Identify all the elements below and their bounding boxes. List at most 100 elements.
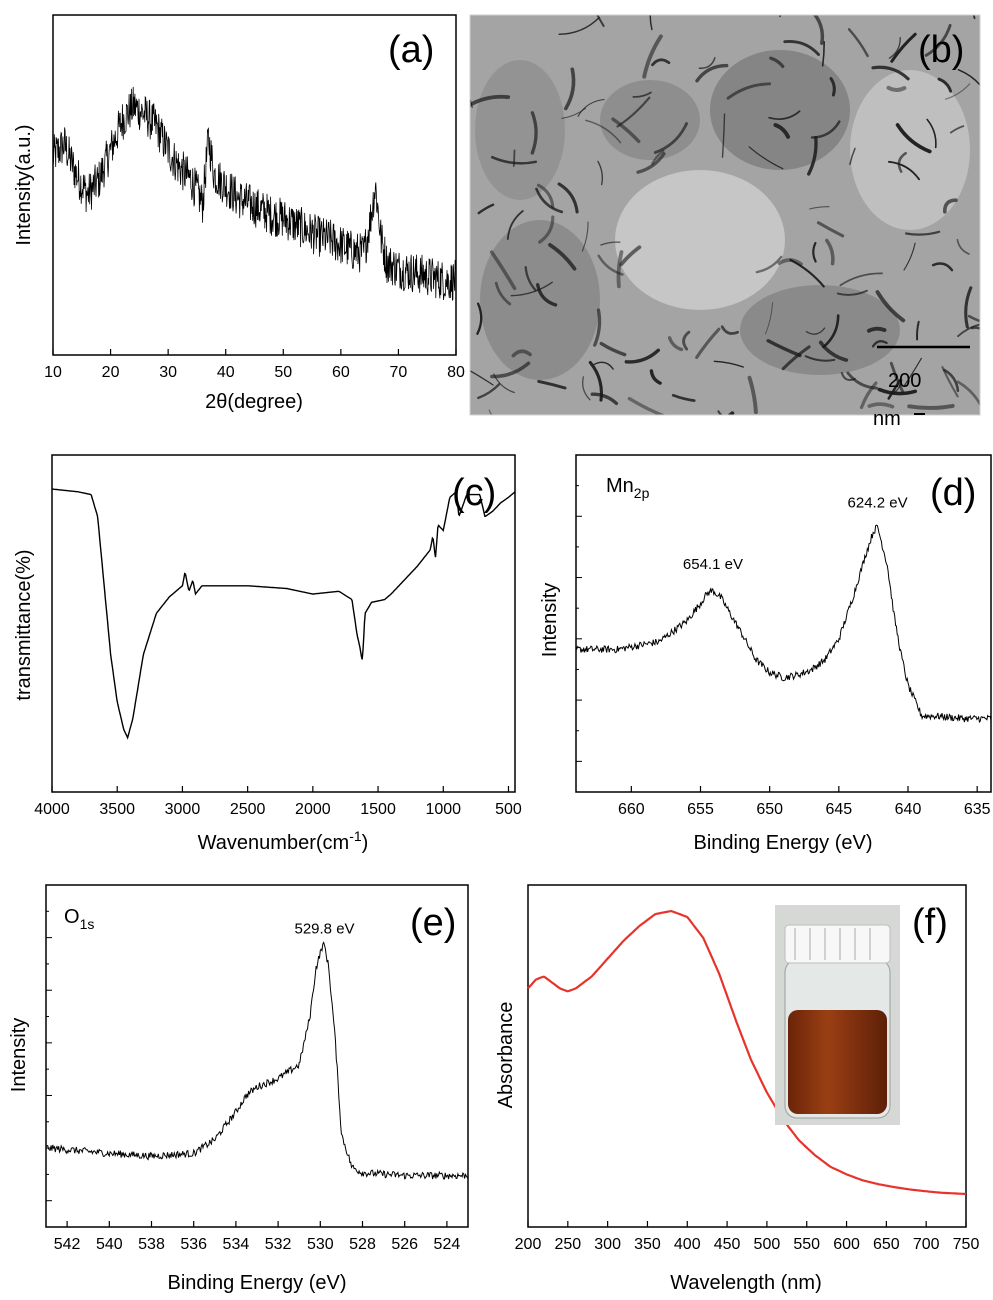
tem-flake — [490, 155, 538, 165]
panel-e-frame — [45, 884, 469, 1228]
scale-bar-value: 200 — [888, 370, 921, 392]
panel-f-x-ticks: 200 250 300 350 400 450 500 550 600 650 700 750 — [515, 1221, 979, 1253]
tem-flake — [649, 15, 653, 31]
tem-flake — [789, 258, 825, 288]
tem-flake — [957, 323, 980, 338]
tem-flake — [616, 250, 624, 289]
x-tick-label: 600 — [833, 1236, 860, 1253]
tem-flake — [651, 149, 665, 165]
tem-flake — [769, 56, 785, 69]
tem-flake — [887, 379, 901, 400]
panel-f-x-title: Wavelength (nm) — [670, 1272, 822, 1294]
tem-flake — [877, 387, 917, 396]
tem-flake — [597, 254, 624, 276]
x-tick-label: 70 — [390, 364, 408, 381]
panel-f-uvvis-chart: 200 250 300 350 400 450 500 550 600 650 700 750 (f)… — [495, 884, 979, 1294]
tem-flake — [577, 98, 605, 117]
panel-d-frame — [575, 454, 992, 793]
panel-e-label: (e) — [410, 902, 456, 944]
tem-flake — [888, 36, 901, 59]
tem-flake — [949, 125, 965, 134]
tem-flake — [871, 340, 888, 348]
x-tick-label: 650 — [756, 801, 783, 818]
tem-flake — [840, 372, 856, 381]
tem-flake — [477, 203, 495, 215]
x-tick-label: 30 — [159, 364, 177, 381]
tem-flake — [926, 118, 937, 149]
x-tick-label: 20 — [102, 364, 120, 381]
tem-flake — [836, 289, 868, 296]
tem-flake — [619, 245, 642, 267]
tem-flake — [944, 83, 971, 100]
tem-flake — [765, 302, 774, 335]
tem-flake — [924, 23, 952, 57]
tem-flake — [773, 123, 791, 139]
tem-flake — [747, 375, 758, 415]
tem-flake — [720, 325, 739, 335]
x-tick-label: 3000 — [165, 801, 201, 818]
tem-flake — [721, 113, 726, 158]
x-tick-label: 400 — [674, 1236, 701, 1253]
tem-flake — [494, 281, 512, 306]
tem-flake — [916, 320, 920, 341]
panel-e-y-title: Intensity — [8, 1018, 30, 1092]
panel-d-y-title: Intensity — [539, 583, 561, 657]
x-tick-label: 500 — [754, 1236, 781, 1253]
x-tick-label: 300 — [594, 1236, 621, 1253]
tem-flake — [768, 110, 801, 120]
tem-flake — [807, 135, 818, 176]
tem-flake — [488, 409, 493, 415]
tem-flake — [890, 32, 917, 63]
tem-flake — [875, 290, 906, 323]
tem-flake — [937, 77, 953, 93]
panel-a-label: (a) — [388, 29, 434, 71]
tem-flake — [907, 403, 955, 410]
tem-flake — [809, 206, 830, 210]
panel-c-frame — [51, 454, 516, 793]
tem-flake — [588, 360, 603, 402]
tem-flake — [477, 383, 501, 400]
tem-flake — [512, 149, 516, 167]
vial-photo-inset — [775, 905, 900, 1125]
tem-flake — [886, 85, 907, 92]
x-tick-label: 528 — [349, 1236, 376, 1253]
tem-flake — [931, 262, 954, 272]
panel-d-title: Mn2p — [606, 475, 650, 501]
panel-d-x-ticks: 660 655 650 645 640 635 — [618, 786, 991, 818]
tem-flake — [557, 182, 579, 214]
tem-flake — [470, 370, 494, 386]
tem-flake — [943, 198, 958, 214]
x-tick-label: 500 — [495, 801, 522, 818]
tem-flake — [956, 380, 980, 407]
panel-f-frame — [527, 884, 967, 1228]
tem-frame — [469, 14, 981, 416]
tem-flake — [766, 339, 802, 358]
tem-flake — [849, 147, 856, 166]
tem-flake — [651, 58, 671, 67]
tem-flake — [903, 357, 922, 387]
x-tick-label: 40 — [217, 364, 235, 381]
tem-flake — [895, 123, 932, 154]
tem-flake — [558, 17, 600, 35]
tem-flake — [810, 120, 841, 139]
panel-d-label: (d) — [930, 472, 976, 514]
x-tick-label: 250 — [554, 1236, 581, 1253]
panel-e-series-line — [45, 941, 469, 1180]
tem-flake — [781, 345, 811, 371]
panel-a-series-line — [52, 86, 457, 301]
tem-flake — [943, 368, 960, 393]
tem-flake — [956, 238, 970, 255]
tem-flake — [859, 381, 878, 410]
tem-flake — [538, 215, 555, 244]
panel-a-x-ticks: 10 20 30 40 50 60 70 80 — [44, 349, 465, 381]
tem-flake — [561, 107, 586, 119]
x-tick-label: 530 — [307, 1236, 334, 1253]
tem-flake — [537, 379, 567, 390]
panel-c-ftir-chart: 4000 3500 3000 2500 2000 1500 1000 500 (c) Wave… — [13, 454, 522, 854]
tem-flake — [493, 373, 515, 394]
tem-flake — [964, 286, 973, 329]
tem-flake — [624, 348, 660, 364]
x-tick-label: 635 — [964, 801, 991, 818]
x-tick-label: 2500 — [230, 801, 266, 818]
panel-d-y-ticks — [576, 485, 582, 762]
